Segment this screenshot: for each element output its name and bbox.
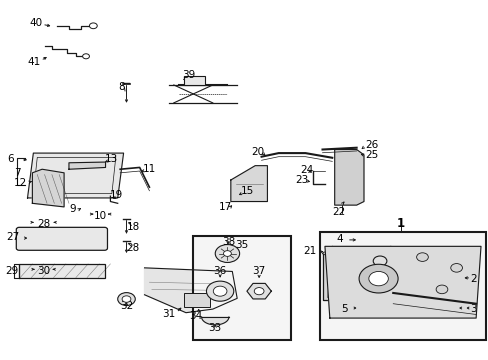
Text: 3: 3 [469,304,476,314]
Text: 17: 17 [218,202,231,212]
Text: 7: 7 [15,168,21,178]
Polygon shape [230,166,267,202]
Text: 6: 6 [7,154,14,164]
Text: 8: 8 [118,82,124,92]
Polygon shape [69,162,105,169]
Polygon shape [246,283,271,299]
Text: 32: 32 [120,301,133,311]
Text: 19: 19 [110,190,123,200]
Text: 30: 30 [37,266,50,276]
Polygon shape [322,253,380,300]
Text: 14: 14 [345,251,358,261]
Text: 40: 40 [29,18,42,28]
Text: 38: 38 [222,237,235,247]
Text: 39: 39 [182,70,195,80]
Text: 31: 31 [162,309,175,319]
Circle shape [89,23,97,29]
Text: 23: 23 [295,175,308,185]
Polygon shape [325,246,480,318]
Circle shape [122,296,131,302]
Text: 2: 2 [469,274,476,284]
Text: 11: 11 [142,164,156,174]
Circle shape [213,286,226,296]
Polygon shape [27,153,123,198]
Text: 5: 5 [341,304,347,314]
Bar [183,293,210,307]
Polygon shape [201,317,228,325]
Circle shape [215,244,239,262]
Text: 33: 33 [208,323,222,333]
Text: 36: 36 [213,266,226,276]
Circle shape [206,281,233,301]
Text: 4: 4 [336,234,342,244]
Polygon shape [144,268,237,313]
Text: 28: 28 [37,219,50,229]
Text: 21: 21 [303,246,316,256]
Bar [183,76,205,85]
Text: 41: 41 [27,57,41,67]
Text: 12: 12 [14,178,27,188]
Bar [320,232,485,339]
Circle shape [372,256,386,266]
Text: 15: 15 [240,186,253,197]
Circle shape [450,264,462,272]
Text: 9: 9 [69,204,76,215]
Circle shape [435,285,447,294]
Text: 28: 28 [126,243,140,253]
Text: 18: 18 [126,222,140,231]
Text: 10: 10 [94,211,107,221]
Polygon shape [32,169,64,207]
Text: 34: 34 [189,311,202,320]
Text: 37: 37 [252,266,265,276]
Text: 20: 20 [251,147,264,157]
Circle shape [254,288,264,295]
Text: 1: 1 [396,216,404,230]
Circle shape [118,293,135,306]
Text: 16: 16 [373,251,386,261]
Text: 27: 27 [6,232,19,242]
Circle shape [416,253,427,261]
Text: 35: 35 [235,239,248,249]
Bar [327,257,375,297]
Text: 25: 25 [365,149,378,159]
Polygon shape [334,149,363,205]
Bar [193,235,290,339]
Text: 26: 26 [365,140,378,150]
Circle shape [358,264,397,293]
Circle shape [223,251,231,256]
FancyBboxPatch shape [16,227,107,250]
Text: 29: 29 [5,266,18,276]
Circle shape [82,54,89,59]
Text: 22: 22 [331,207,345,217]
Text: 24: 24 [300,165,313,175]
Bar [19,264,104,278]
Circle shape [368,271,387,286]
Text: 13: 13 [105,154,118,164]
